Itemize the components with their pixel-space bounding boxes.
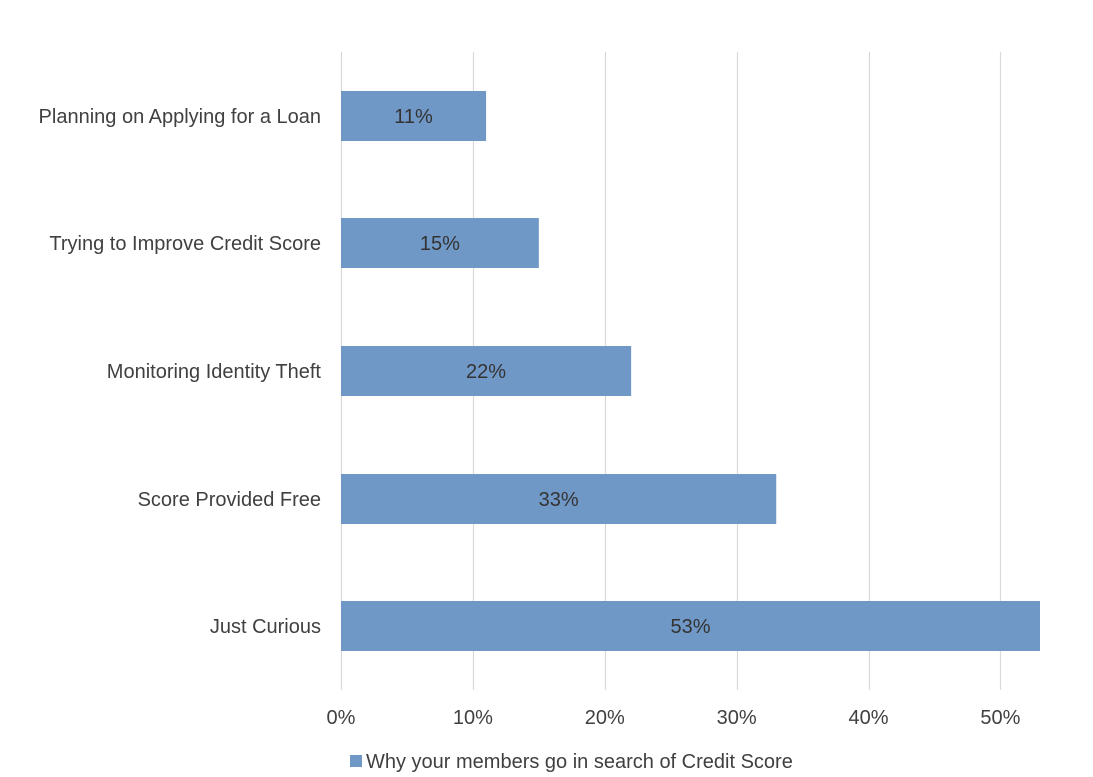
x-tick-label-5: 50% <box>980 707 1020 729</box>
category-label-1: Trying to Improve Credit Score <box>49 233 321 255</box>
legend-swatch <box>350 755 362 767</box>
category-label-0: Planning on Applying for a Loan <box>39 106 321 128</box>
category-label-3: Score Provided Free <box>138 489 321 511</box>
legend: Why your members go in search of Credit … <box>350 751 793 773</box>
bar-2 <box>341 346 632 396</box>
x-tick-label-3: 30% <box>717 707 757 729</box>
x-axis-tick-labels: 0% 10% 20% 30% 40% 50% <box>327 707 1021 729</box>
category-label-4: Just Curious <box>210 616 321 638</box>
legend-label: Why your members go in search of Credit … <box>366 751 793 773</box>
data-label-2: 22% <box>466 361 506 383</box>
x-tick-label-4: 40% <box>849 707 889 729</box>
bar-0 <box>341 91 487 141</box>
data-label-3: 33% <box>539 489 579 511</box>
category-labels: Planning on Applying for a Loan Trying to… <box>39 106 322 638</box>
data-label-4: 53% <box>670 616 710 638</box>
x-tick-label-0: 0% <box>327 707 356 729</box>
bar-3 <box>341 474 777 524</box>
bars: 11% 15% 22% 33% 53% <box>341 91 1040 651</box>
data-label-0: 11% <box>394 106 433 128</box>
bar-4 <box>341 601 1040 651</box>
x-tick-label-1: 10% <box>453 707 493 729</box>
category-label-2: Monitoring Identity Theft <box>107 361 322 383</box>
data-label-1: 15% <box>420 233 460 255</box>
x-tick-label-2: 20% <box>585 707 625 729</box>
bar-1 <box>341 218 539 268</box>
